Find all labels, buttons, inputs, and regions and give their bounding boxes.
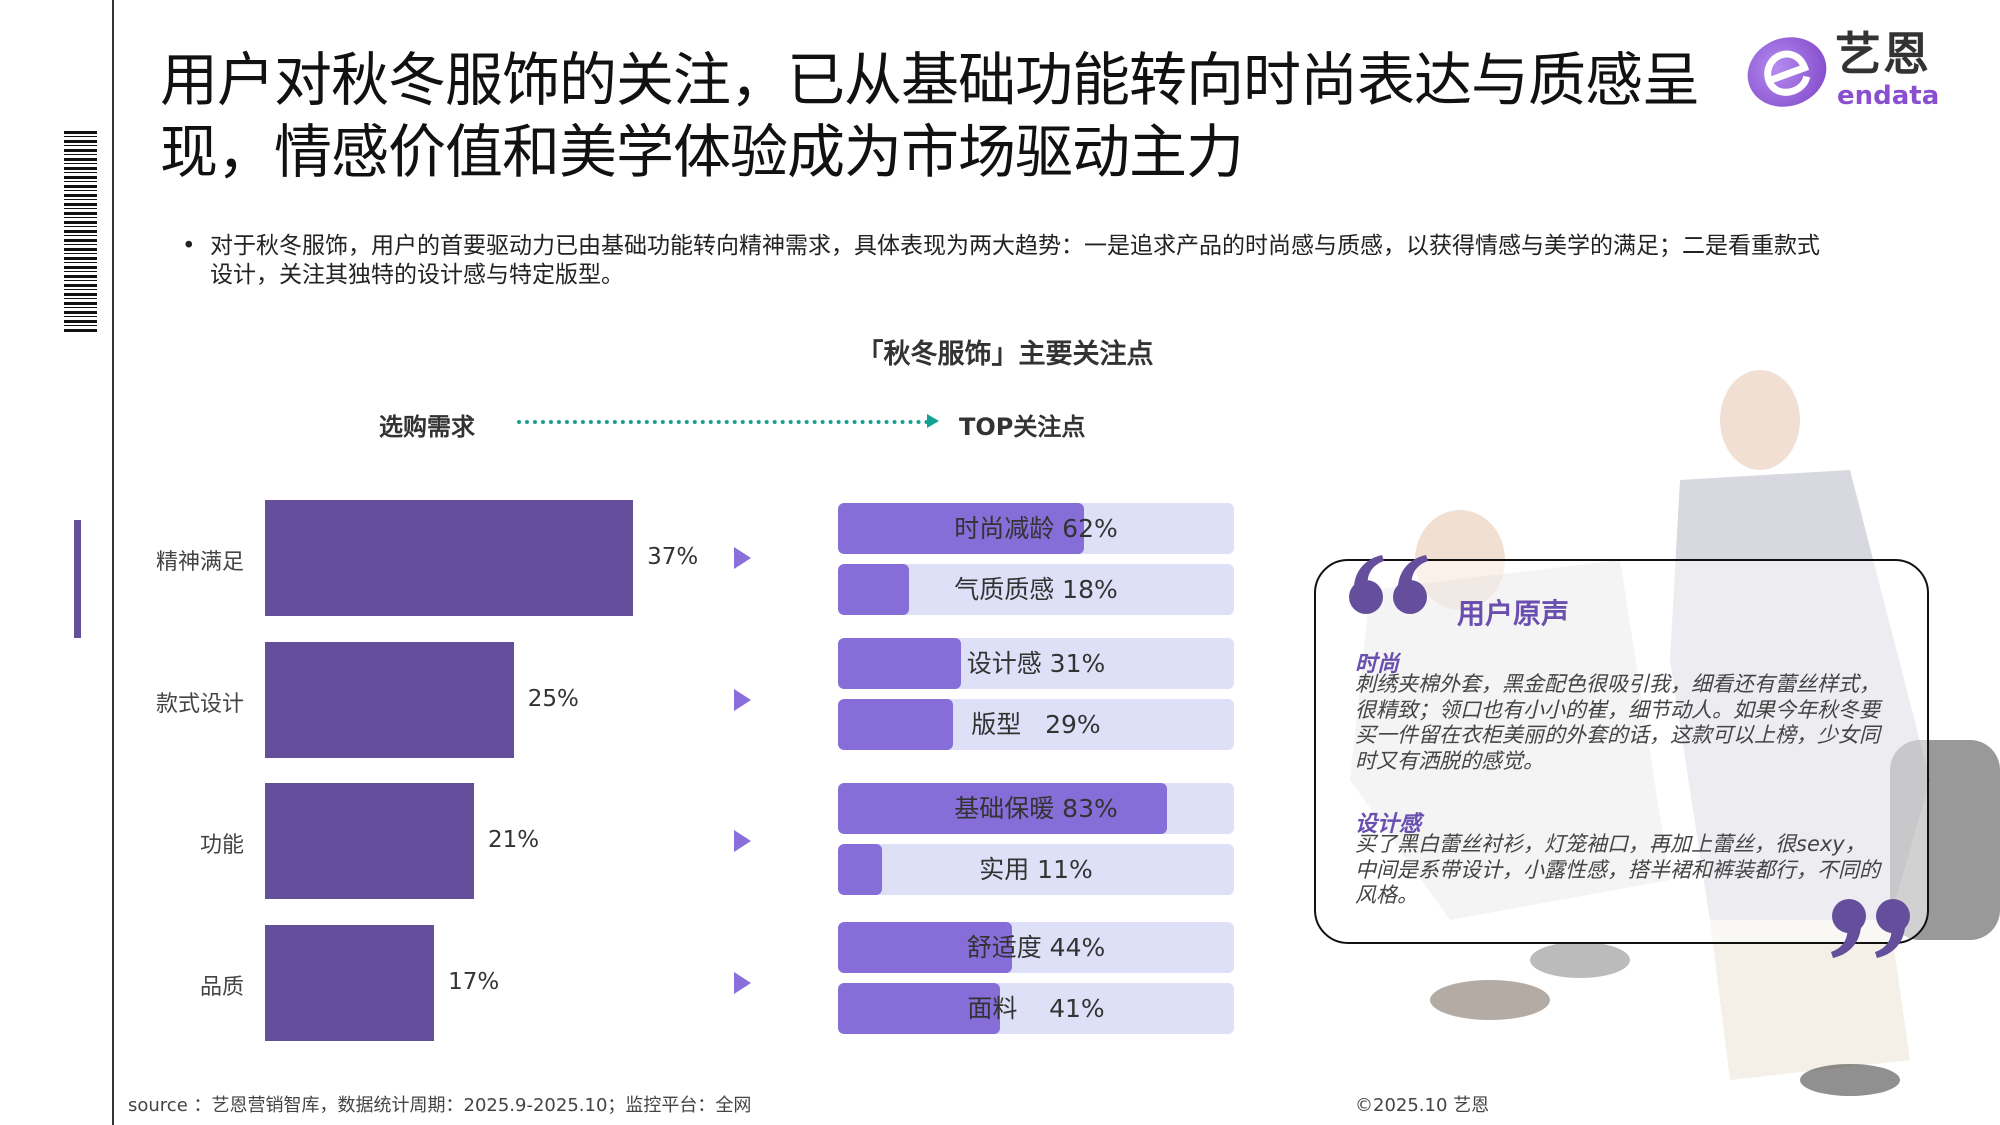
- sub-bar-label: 设计感 31%: [966, 649, 1106, 678]
- value-label: 17%: [448, 969, 500, 995]
- close-quote-icon: [1831, 899, 1910, 958]
- sub-bar-fill: [838, 844, 882, 895]
- sub-bar-label: 面料 41%: [967, 994, 1105, 1023]
- user-quote-box: [1314, 559, 1929, 944]
- triangle-arrow-icon: [734, 972, 751, 994]
- sub-bar: 舒适度 44%: [838, 922, 1234, 973]
- main-bar: [265, 783, 474, 899]
- sub-bar-label: 实用 11%: [979, 855, 1093, 884]
- sub-bar-fill: [838, 922, 1013, 973]
- sub-bar: 基础保暖 83%: [838, 783, 1234, 834]
- sub-bar-label: 时尚减龄 62%: [954, 514, 1118, 543]
- barcode-decoration: [64, 131, 97, 334]
- sub-bar: 设计感 31%: [838, 638, 1234, 689]
- category-label: 功能: [199, 833, 244, 858]
- open-quote-icon: [1349, 555, 1428, 614]
- value-label: 25%: [527, 686, 579, 712]
- quote-tag: 设计感: [1355, 812, 1422, 837]
- sub-bar: 版型 29%: [838, 699, 1234, 750]
- category-label: 款式设计: [155, 692, 244, 717]
- quote-tag: 时尚: [1355, 652, 1400, 677]
- bullet-dot-icon: •: [182, 233, 196, 259]
- main-bar: [265, 925, 435, 1041]
- sub-bar: 时尚减龄 62%: [838, 503, 1234, 554]
- sub-bar-fill: [838, 564, 910, 615]
- triangle-arrow-icon: [734, 547, 751, 569]
- left-divider-line: [112, 0, 114, 1125]
- dotted-arrow-line: [517, 420, 929, 424]
- endata-logo: 艺恩 endata: [1737, 26, 1952, 118]
- logo-en-text: endata: [1837, 81, 1940, 111]
- sub-bar: 气质质感 18%: [838, 564, 1234, 615]
- sub-bar: 实用 11%: [838, 844, 1234, 895]
- main-bar: [265, 500, 634, 616]
- page-title: 用户对秋冬服饰的关注，已从基础功能转向时尚表达与质感呈现，情感价值和美学体验成为…: [160, 46, 1700, 186]
- sub-bar-fill: [838, 503, 1084, 554]
- sub-bar-label: 舒适度 44%: [966, 933, 1106, 962]
- value-label: 21%: [487, 827, 540, 853]
- sub-bar-label: 基础保暖 83%: [954, 794, 1118, 823]
- copyright: ©2025.10 艺恩: [1355, 1095, 1490, 1116]
- triangle-arrow-icon: [734, 830, 751, 852]
- right-header: TOP关注点: [959, 413, 1086, 441]
- summary-text: 对于秋冬服饰，用户的首要驱动力已由基础功能转向精神需求，具体表现为两大趋势：一是…: [210, 233, 1820, 288]
- summary-bullet: • 对于秋冬服饰，用户的首要驱动力已由基础功能转向精神需求，具体表现为两大趋势：…: [182, 232, 1822, 290]
- sub-bar-label: 版型 29%: [971, 710, 1101, 739]
- sub-bar-fill: [838, 783, 1167, 834]
- quote-text: 买了黑白蕾丝衬衫，灯笼袖口，再加上蕾丝，很sexy，中间是系带设计，小露性感，搭…: [1355, 832, 1880, 907]
- left-header: 选购需求: [379, 413, 475, 441]
- category-label: 精神满足: [155, 550, 244, 575]
- quote-heading: 用户原声: [1457, 597, 1570, 630]
- sub-bar-fill: [838, 638, 961, 689]
- logo-e-icon: [1737, 26, 1837, 118]
- accent-bar: [74, 520, 81, 638]
- arrow-head-icon: [927, 414, 939, 428]
- sub-bar-fill: [838, 699, 953, 750]
- triangle-arrow-icon: [734, 689, 751, 711]
- logo-cn-text: 艺恩: [1835, 27, 1931, 81]
- sub-bar-label: 气质质感 18%: [954, 575, 1118, 604]
- value-label: 37%: [647, 544, 699, 570]
- quote-text: 刺绣夹棉外套，黑金配色很吸引我，细看还有蕾丝样式，很精致；领口也有小小的崔，细节…: [1355, 672, 1880, 773]
- source-note: source ：艺恩营销智库，数据统计周期：2025.9-2025.10；监控平…: [128, 1095, 752, 1116]
- chart-title: 「秋冬服饰」主要关注点: [856, 339, 1154, 370]
- category-label: 品质: [199, 975, 244, 1000]
- main-bar: [265, 642, 514, 758]
- sub-bar: 面料 41%: [838, 983, 1234, 1034]
- sub-bar-fill: [838, 983, 1001, 1034]
